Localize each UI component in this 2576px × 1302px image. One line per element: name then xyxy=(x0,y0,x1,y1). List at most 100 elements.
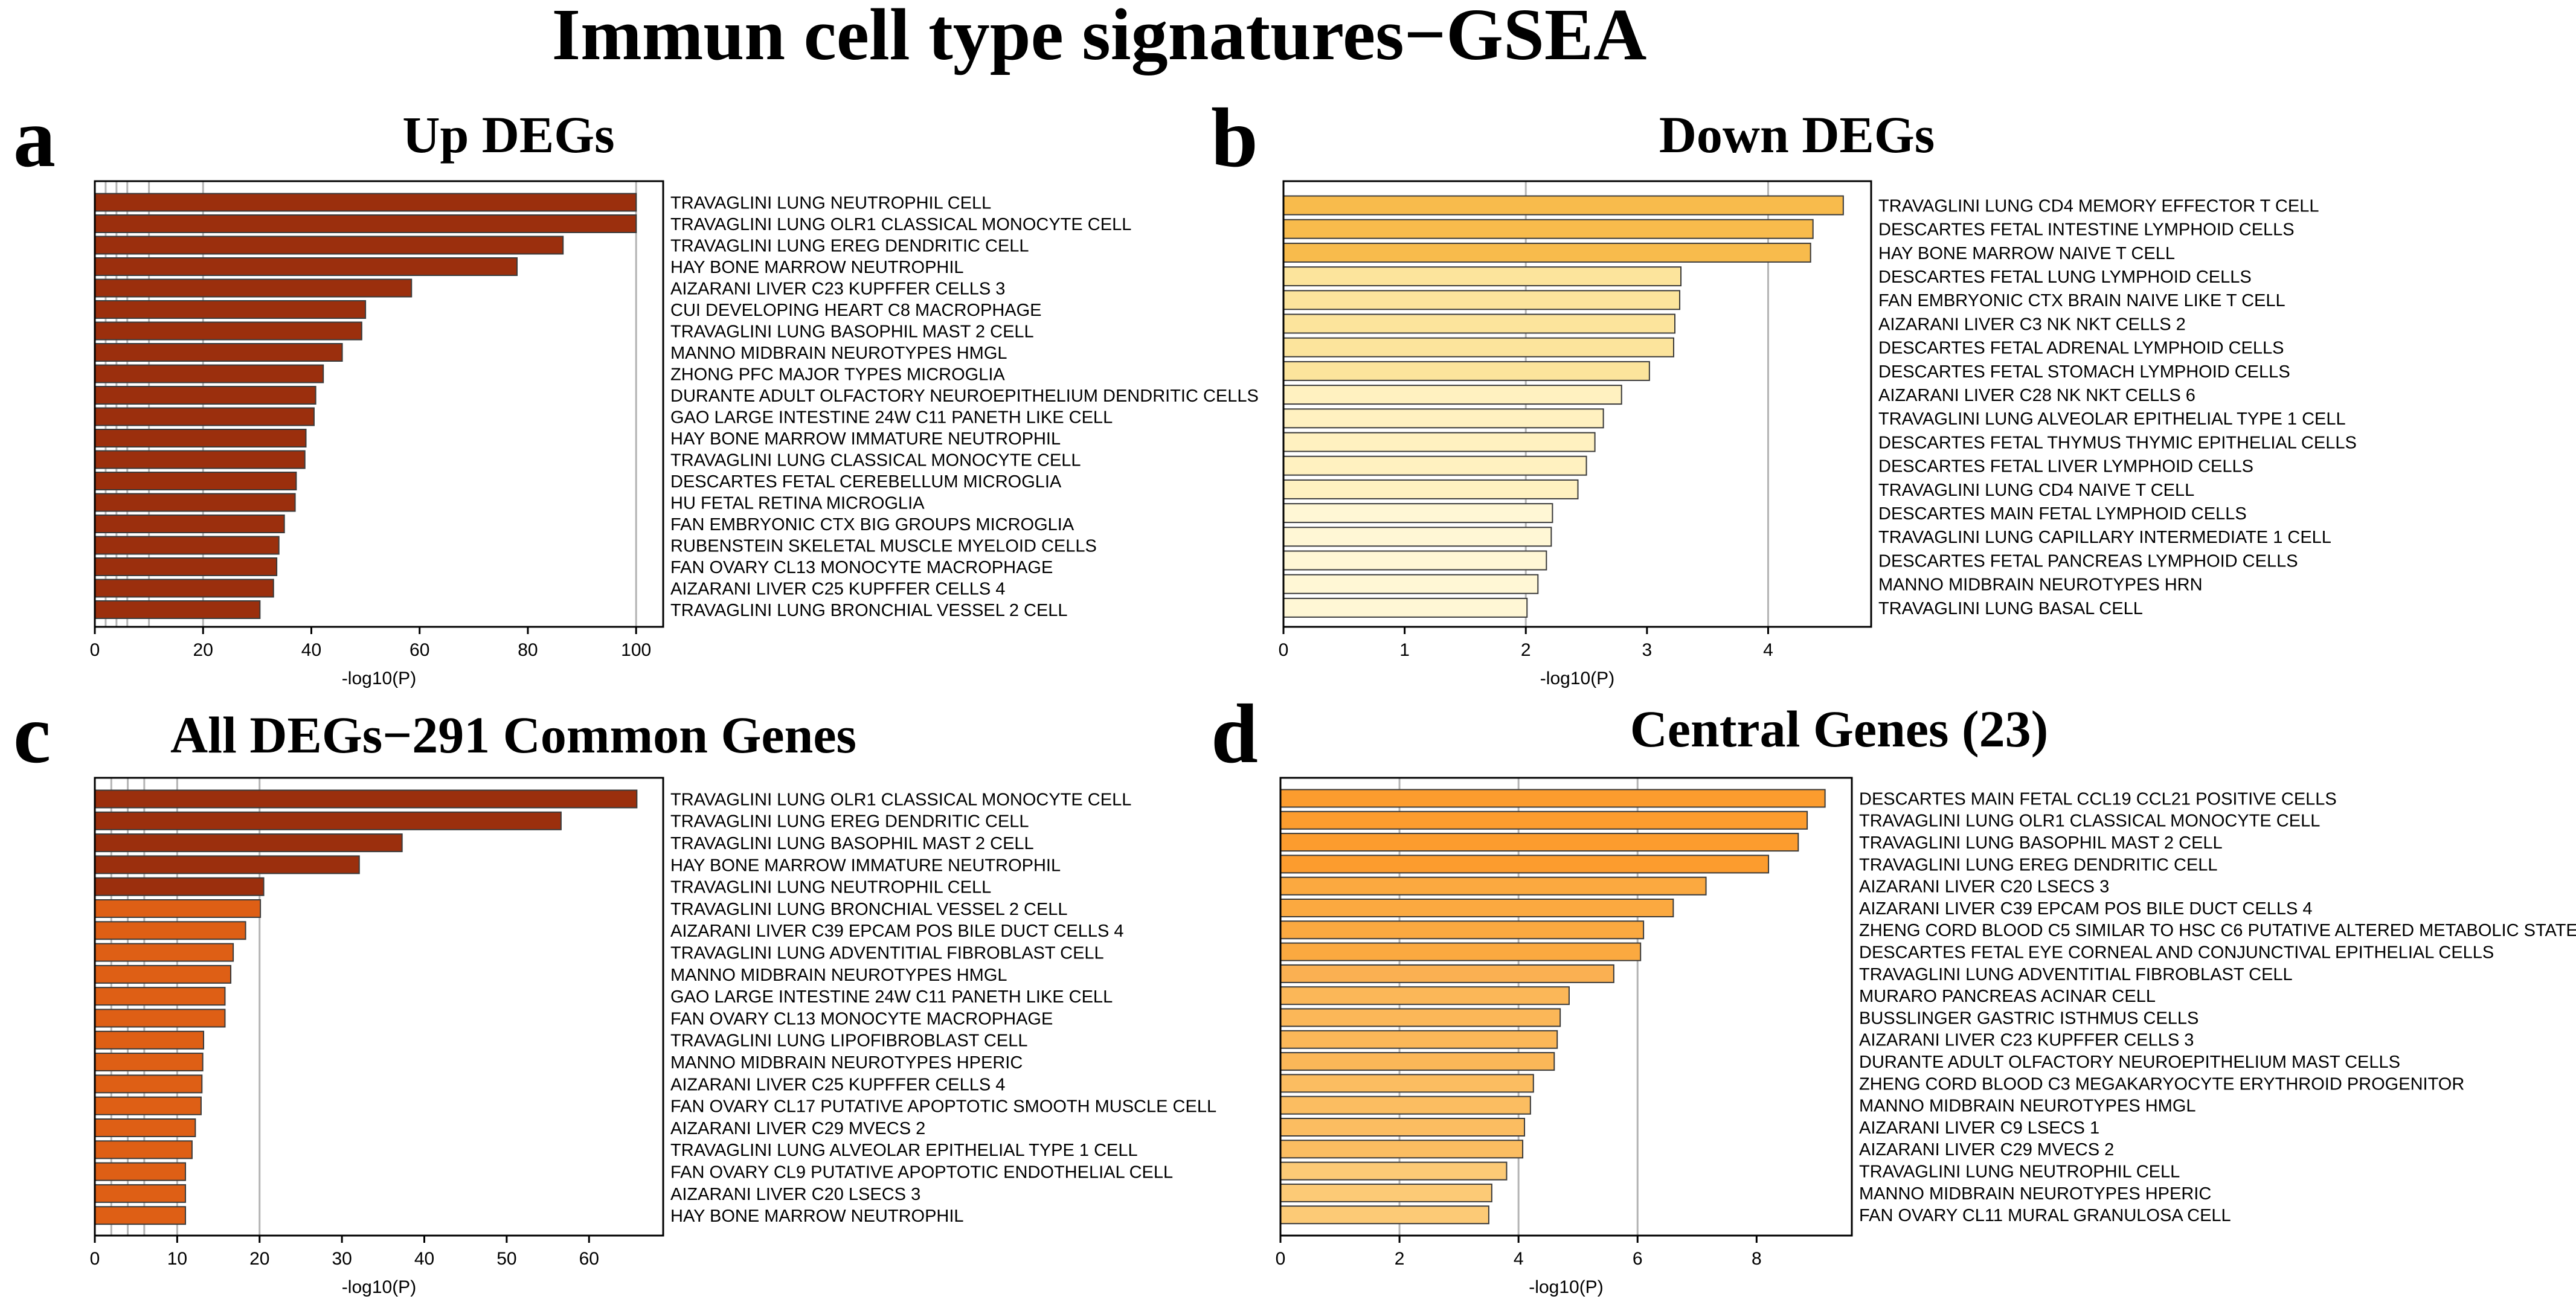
bar xyxy=(94,943,234,962)
category-label: TRAVAGLINI LUNG CLASSICAL MONOCYTE CELL xyxy=(670,451,1081,470)
x-tick-label: 0 xyxy=(1276,1249,1286,1269)
bar xyxy=(94,1009,226,1028)
category-label: HAY BONE MARROW NEUTROPHIL xyxy=(670,1207,964,1226)
bar xyxy=(1280,1008,1561,1027)
category-label: AIZARANI LIVER C20 LSECS 3 xyxy=(1859,877,2109,897)
bar xyxy=(94,899,262,918)
x-tick-label: 100 xyxy=(621,640,651,660)
category-label: GAO LARGE INTESTINE 24W C11 PANETH LIKE … xyxy=(670,987,1113,1007)
x-tick-label: 0 xyxy=(1279,640,1289,660)
category-label: MANNO MIDBRAIN NEUROTYPES HPERIC xyxy=(1859,1184,2211,1204)
figure-title: Immun cell type signatures−GSEA xyxy=(552,0,1647,75)
category-label: DESCARTES FETAL STOMACH LYMPHOID CELLS xyxy=(1878,362,2290,382)
category-label: MANNO MIDBRAIN NEUROTYPES HPERIC xyxy=(670,1053,1023,1073)
chart-panel-b: TRAVAGLINI LUNG CD4 MEMORY EFFECTOR T CE… xyxy=(1279,180,2357,688)
category-label: DESCARTES MAIN FETAL LYMPHOID CELLS xyxy=(1878,504,2247,524)
bar xyxy=(1280,789,1826,808)
category-label: HAY BONE MARROW IMMATURE NEUTROPHIL xyxy=(670,429,1061,449)
bar xyxy=(94,214,637,233)
bar xyxy=(94,386,316,405)
x-axis-label: -log10(P) xyxy=(342,1277,416,1297)
bar xyxy=(1283,503,1553,524)
bar xyxy=(1280,1161,1508,1181)
x-tick-label: 2 xyxy=(1395,1249,1405,1269)
category-label: TRAVAGLINI LUNG ADVENTITIAL FIBROBLAST C… xyxy=(1859,965,2293,984)
bar xyxy=(94,921,246,940)
x-tick-label: 20 xyxy=(193,640,213,660)
category-label: TRAVAGLINI LUNG OLR1 CLASSICAL MONOCYTE … xyxy=(670,215,1131,234)
panel-letter-d: d xyxy=(1211,687,1258,781)
bar xyxy=(94,579,274,598)
bar xyxy=(1280,1118,1526,1137)
category-label: FAN OVARY CL17 PUTATIVE APOPTOTIC SMOOTH… xyxy=(670,1097,1216,1117)
category-label: ZHENG CORD BLOOD C5 SIMILAR TO HSC C6 PU… xyxy=(1859,921,2576,940)
category-label: MANNO MIDBRAIN NEUROTYPES HMGL xyxy=(1859,1097,2196,1116)
bar xyxy=(94,1140,193,1159)
bar xyxy=(94,493,296,512)
bar xyxy=(1283,337,1674,358)
bar xyxy=(94,321,362,341)
bar xyxy=(1280,986,1570,1005)
category-label: BUSSLINGER GASTRIC ISTHMUS CELLS xyxy=(1859,1009,2199,1028)
category-label: GAO LARGE INTESTINE 24W C11 PANETH LIKE … xyxy=(670,408,1113,427)
x-tick-label: 60 xyxy=(410,640,429,660)
category-label: TRAVAGLINI LUNG EREG DENDRITIC CELL xyxy=(1859,855,2218,874)
category-label: AIZARANI LIVER C25 KUPFFER CELLS 4 xyxy=(670,1075,1005,1094)
x-tick-label: 20 xyxy=(249,1249,269,1269)
bar xyxy=(94,364,324,383)
panel-letter-b: b xyxy=(1211,91,1258,185)
bar xyxy=(1283,242,1811,263)
category-label: ZHENG CORD BLOOD C3 MEGAKARYOCYTE ERYTHR… xyxy=(1859,1074,2464,1094)
bar xyxy=(94,536,280,555)
x-tick-label: 4 xyxy=(1514,1249,1524,1269)
x-tick-label: 4 xyxy=(1763,640,1773,660)
category-label: AIZARANI LIVER C28 NK NKT CELLS 6 xyxy=(1878,386,2195,405)
category-label: TRAVAGLINI LUNG CD4 NAIVE T CELL xyxy=(1878,481,2194,500)
bar xyxy=(94,833,403,853)
bar xyxy=(1280,1095,1531,1115)
x-tick-label: 3 xyxy=(1642,640,1653,660)
category-label: AIZARANI LIVER C23 KUPFFER CELLS 3 xyxy=(1859,1031,2194,1050)
bar xyxy=(94,1206,187,1225)
category-label: AIZARANI LIVER C39 EPCAM POS BILE DUCT C… xyxy=(670,922,1124,941)
category-label: TRAVAGLINI LUNG BASOPHIL MAST 2 CELL xyxy=(670,322,1034,341)
category-label: DESCARTES FETAL EYE CORNEAL AND CONJUNCT… xyxy=(1859,943,2494,963)
x-tick-label: 6 xyxy=(1633,1249,1643,1269)
bar xyxy=(1280,1183,1492,1202)
category-label: MANNO MIDBRAIN NEUROTYPES HMGL xyxy=(670,344,1007,363)
plot-frame xyxy=(1282,180,1872,628)
category-label: TRAVAGLINI LUNG LIPOFIBROBLAST CELL xyxy=(670,1031,1027,1051)
x-tick-label: 2 xyxy=(1521,640,1531,660)
category-label: MANNO MIDBRAIN NEUROTYPES HRN xyxy=(1878,576,2203,595)
category-label: AIZARANI LIVER C29 MVECS 2 xyxy=(670,1119,925,1138)
category-label: TRAVAGLINI LUNG CD4 MEMORY EFFECTOR T CE… xyxy=(1878,196,2319,216)
category-label: MANNO MIDBRAIN NEUROTYPES HMGL xyxy=(670,966,1007,985)
bar xyxy=(94,429,307,447)
bar xyxy=(94,964,232,984)
bar xyxy=(1283,195,1844,216)
category-label: AIZARANI LIVER C3 NK NKT CELLS 2 xyxy=(1878,315,2186,334)
x-tick-label: 0 xyxy=(90,1249,100,1269)
bar xyxy=(1283,219,1814,239)
category-label: TRAVAGLINI LUNG BRONCHIAL VESSEL 2 CELL xyxy=(670,900,1068,919)
category-label: FAN OVARY CL13 MONOCYTE MACROPHAGE xyxy=(670,1009,1053,1028)
category-label: DURANTE ADULT OLFACTORY NEUROEPITHELIUM … xyxy=(670,386,1259,406)
bar xyxy=(94,557,278,576)
category-label: AIZARANI LIVER C23 KUPFFER CELLS 3 xyxy=(670,279,1005,298)
x-tick-label: 0 xyxy=(90,640,100,660)
category-label: HAY BONE MARROW NAIVE T CELL xyxy=(1878,244,2175,263)
bar xyxy=(94,1053,204,1072)
panel-a-title: Up DEGs xyxy=(402,106,614,164)
bar xyxy=(1283,361,1650,381)
category-label: MURARO PANCREAS ACINAR CELL xyxy=(1859,987,2156,1006)
bar xyxy=(1283,290,1681,310)
panel-c-title: All DEGs−291 Common Genes xyxy=(170,706,856,764)
category-label: AIZARANI LIVER C39 EPCAM POS BILE DUCT C… xyxy=(1859,899,2313,919)
category-label: TRAVAGLINI LUNG EREG DENDRITIC CELL xyxy=(670,812,1029,832)
bar xyxy=(94,472,297,490)
category-label: RUBENSTEIN SKELETAL MUSCLE MYELOID CELLS xyxy=(670,536,1097,556)
category-label: DESCARTES FETAL THYMUS THYMIC EPITHELIAL… xyxy=(1878,433,2357,452)
plot-frame xyxy=(1279,777,1853,1237)
bar xyxy=(94,1074,203,1094)
category-label: TRAVAGLINI LUNG OLR1 CLASSICAL MONOCYTE … xyxy=(670,790,1131,809)
